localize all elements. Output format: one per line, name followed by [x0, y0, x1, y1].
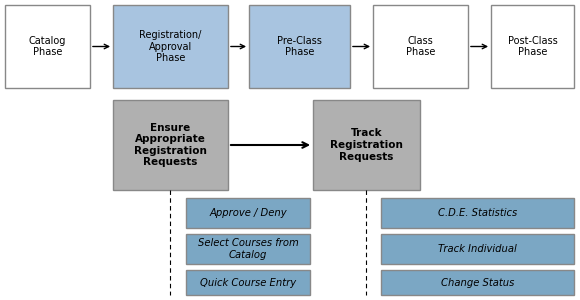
Text: Class
Phase: Class Phase [406, 36, 435, 57]
Text: Select Courses from
Catalog: Select Courses from Catalog [198, 238, 298, 260]
Bar [186, 234, 310, 264]
Bar [113, 5, 228, 88]
Text: C.D.E. Statistics: C.D.E. Statistics [438, 208, 517, 218]
Text: Catalog
Phase: Catalog Phase [29, 36, 66, 57]
Bar [186, 198, 310, 228]
Bar [381, 198, 574, 228]
Text: Track Individual: Track Individual [438, 244, 517, 254]
Text: Approve / Deny: Approve / Deny [209, 208, 287, 218]
Bar [5, 5, 90, 88]
Text: Registration/
Approval
Phase: Registration/ Approval Phase [139, 30, 202, 63]
Text: Pre-Class
Phase: Pre-Class Phase [277, 36, 322, 57]
Bar [373, 5, 468, 88]
Bar [186, 270, 310, 295]
Text: Post-Class
Phase: Post-Class Phase [508, 36, 557, 57]
Bar [313, 100, 420, 190]
Bar [381, 270, 574, 295]
Bar [249, 5, 350, 88]
Bar [113, 100, 228, 190]
Text: Ensure
Appropriate
Registration
Requests: Ensure Appropriate Registration Requests [134, 123, 207, 167]
Text: Track
Registration
Requests: Track Registration Requests [330, 128, 403, 162]
Bar [491, 5, 574, 88]
Bar [381, 234, 574, 264]
Text: Quick Course Entry: Quick Course Entry [200, 278, 296, 287]
Text: Change Status: Change Status [441, 278, 514, 287]
